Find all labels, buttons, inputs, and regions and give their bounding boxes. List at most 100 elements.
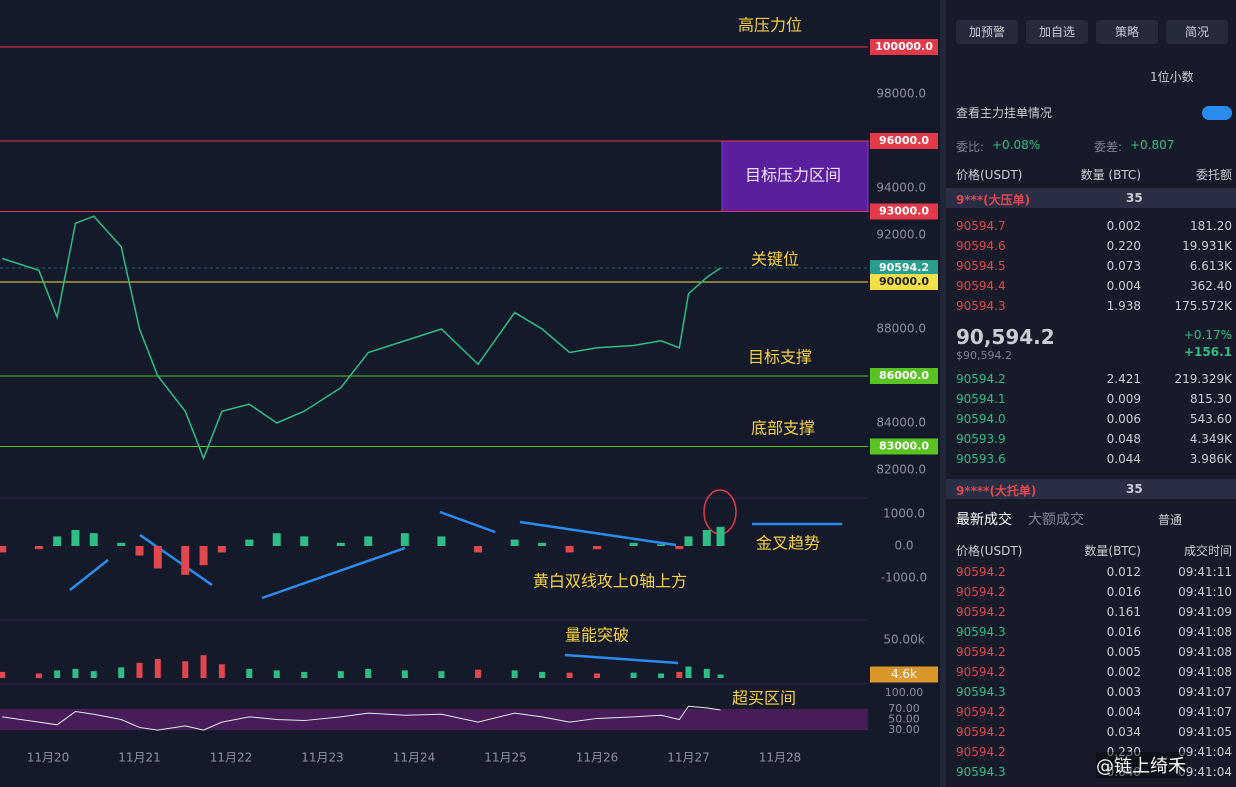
big-order-qty: 35 xyxy=(1126,191,1143,205)
big-order-bar xyxy=(946,188,1236,208)
book-cell: 90594.1 xyxy=(956,392,1006,406)
volume-bar xyxy=(200,655,207,678)
toolbar-button[interactable]: 简况 xyxy=(1166,20,1228,44)
annotation: 目标压力区间 xyxy=(745,166,841,185)
volume-bar xyxy=(703,668,710,678)
trade-cell: 90594.3 xyxy=(956,765,1006,779)
macd-bar xyxy=(153,546,162,569)
book-cell: 90594.0 xyxy=(956,412,1006,426)
macd-bar xyxy=(629,542,638,546)
trade-cell: 09:41:08 xyxy=(1178,645,1232,659)
trade-cell: 90594.2 xyxy=(956,645,1006,659)
volume-bar xyxy=(566,672,573,678)
scrollbar xyxy=(940,0,946,787)
level-badge xyxy=(870,274,938,290)
trade-cell: 0.040 xyxy=(1106,765,1141,779)
book-cell: 6.613K xyxy=(1189,259,1232,273)
book-cell: 543.60 xyxy=(1190,412,1232,426)
orderbook-title: 查看主力挂单情况 xyxy=(956,106,1053,120)
trade-cell: 09:41:04 xyxy=(1178,745,1232,759)
trade-cell: 0.016 xyxy=(1106,625,1141,639)
trade-cell: 90594.3 xyxy=(956,685,1006,699)
toolbar-button[interactable]: 加自选 xyxy=(1026,20,1088,44)
filter[interactable]: 普通 xyxy=(1158,513,1183,527)
precision-select[interactable]: 1位小数 xyxy=(1150,70,1194,84)
book-cell: 3.986K xyxy=(1189,452,1232,466)
trade-cell: 09:41:08 xyxy=(1178,625,1232,639)
change-pct: +0.17% xyxy=(1183,328,1232,342)
big-order-qty: 35 xyxy=(1126,482,1143,496)
macd-bar xyxy=(272,533,281,546)
level-label: 90594.2 xyxy=(879,261,929,274)
macd-bar xyxy=(684,536,693,546)
toolbar-button[interactable]: 加预警 xyxy=(956,20,1018,44)
x-tick-label: 11月24 xyxy=(393,751,436,765)
diff: +0.807 xyxy=(1130,138,1175,152)
trade-cell: 0.002 xyxy=(1106,665,1141,679)
annotation: 目标支撑 xyxy=(748,348,812,367)
x-tick-label: 11月26 xyxy=(576,751,619,765)
book-cell: 2.421 xyxy=(1106,372,1141,386)
volume-bar xyxy=(154,659,161,678)
annotation: 金叉趋势 xyxy=(756,534,820,553)
axis-bg xyxy=(868,0,940,787)
book-cell: 0.220 xyxy=(1106,239,1141,253)
book-cell: 90594.4 xyxy=(956,279,1006,293)
volume-bar xyxy=(365,668,372,678)
macd-bar xyxy=(437,536,446,546)
macd-tick-label: 0.0 xyxy=(894,539,913,553)
rsi-tick-label: 100.00 xyxy=(885,686,924,699)
tab[interactable]: 大额成交 xyxy=(1028,512,1084,528)
book-cell: 0.002 xyxy=(1106,219,1141,233)
big-order-label: 9****(大托单) xyxy=(956,484,1037,498)
toggle[interactable] xyxy=(1202,106,1232,120)
tab[interactable]: 最新成交 xyxy=(956,512,1012,528)
macd-bar xyxy=(89,533,98,546)
last-usd: $90,594.2 xyxy=(956,349,1012,362)
trade-cell: 0.016 xyxy=(1106,585,1141,599)
macd-bar xyxy=(400,533,409,546)
volume-bar xyxy=(685,666,692,678)
x-tick-label: 11月22 xyxy=(210,751,253,765)
book-cell: 90593.6 xyxy=(956,452,1006,466)
macd-bar xyxy=(217,546,226,553)
macd-bar xyxy=(135,546,144,556)
big-order-bar xyxy=(946,479,1236,499)
volume-bar xyxy=(630,672,637,678)
last-price: 90,594.2 xyxy=(956,325,1055,349)
macd-bar xyxy=(716,526,725,546)
y-tick-label: 84000.0 xyxy=(876,416,926,430)
annotation: 底部支撑 xyxy=(751,419,815,438)
toolbar-button[interactable]: 策略 xyxy=(1096,20,1158,44)
x-tick-label: 11月20 xyxy=(27,751,70,765)
column-header: 数量(BTC) xyxy=(1084,544,1141,558)
volume-bar xyxy=(475,669,482,678)
book-cell: 219.329K xyxy=(1174,372,1233,386)
macd-bar xyxy=(181,546,190,575)
trade-cell: 90594.2 xyxy=(956,605,1006,619)
trade-cell: 09:41:04 xyxy=(1178,765,1232,779)
book-cell: 90594.2 xyxy=(956,372,1006,386)
macd-bar xyxy=(0,546,7,553)
big-order-label: 9***(大压单) xyxy=(956,193,1031,207)
trade-cell: 09:41:08 xyxy=(1178,665,1232,679)
volume-bar xyxy=(401,670,408,678)
x-tick-label: 11月28 xyxy=(759,751,802,765)
chart: 98000.0 94000.0 92000.0 88000.0 84000.0 82000… xyxy=(0,0,946,787)
level-label: 83000.0 xyxy=(879,440,929,453)
volume-bar xyxy=(539,671,546,678)
y-tick-label: 88000.0 xyxy=(876,322,926,336)
book-cell: 0.006 xyxy=(1106,412,1141,426)
volume-bar xyxy=(301,671,308,678)
macd-bar xyxy=(657,544,666,546)
volume-bar xyxy=(658,673,665,678)
book-cell: 90594.7 xyxy=(956,219,1006,233)
trade-cell: 0.230 xyxy=(1106,745,1141,759)
label: 委比: xyxy=(956,140,985,154)
trade-cell: 90594.2 xyxy=(956,745,1006,759)
macd-bar xyxy=(364,536,373,546)
y-tick-label: 94000.0 xyxy=(876,181,926,195)
book-cell: 1.938 xyxy=(1106,299,1141,313)
arrows xyxy=(69,510,842,665)
book-cell: 90594.5 xyxy=(956,259,1006,273)
